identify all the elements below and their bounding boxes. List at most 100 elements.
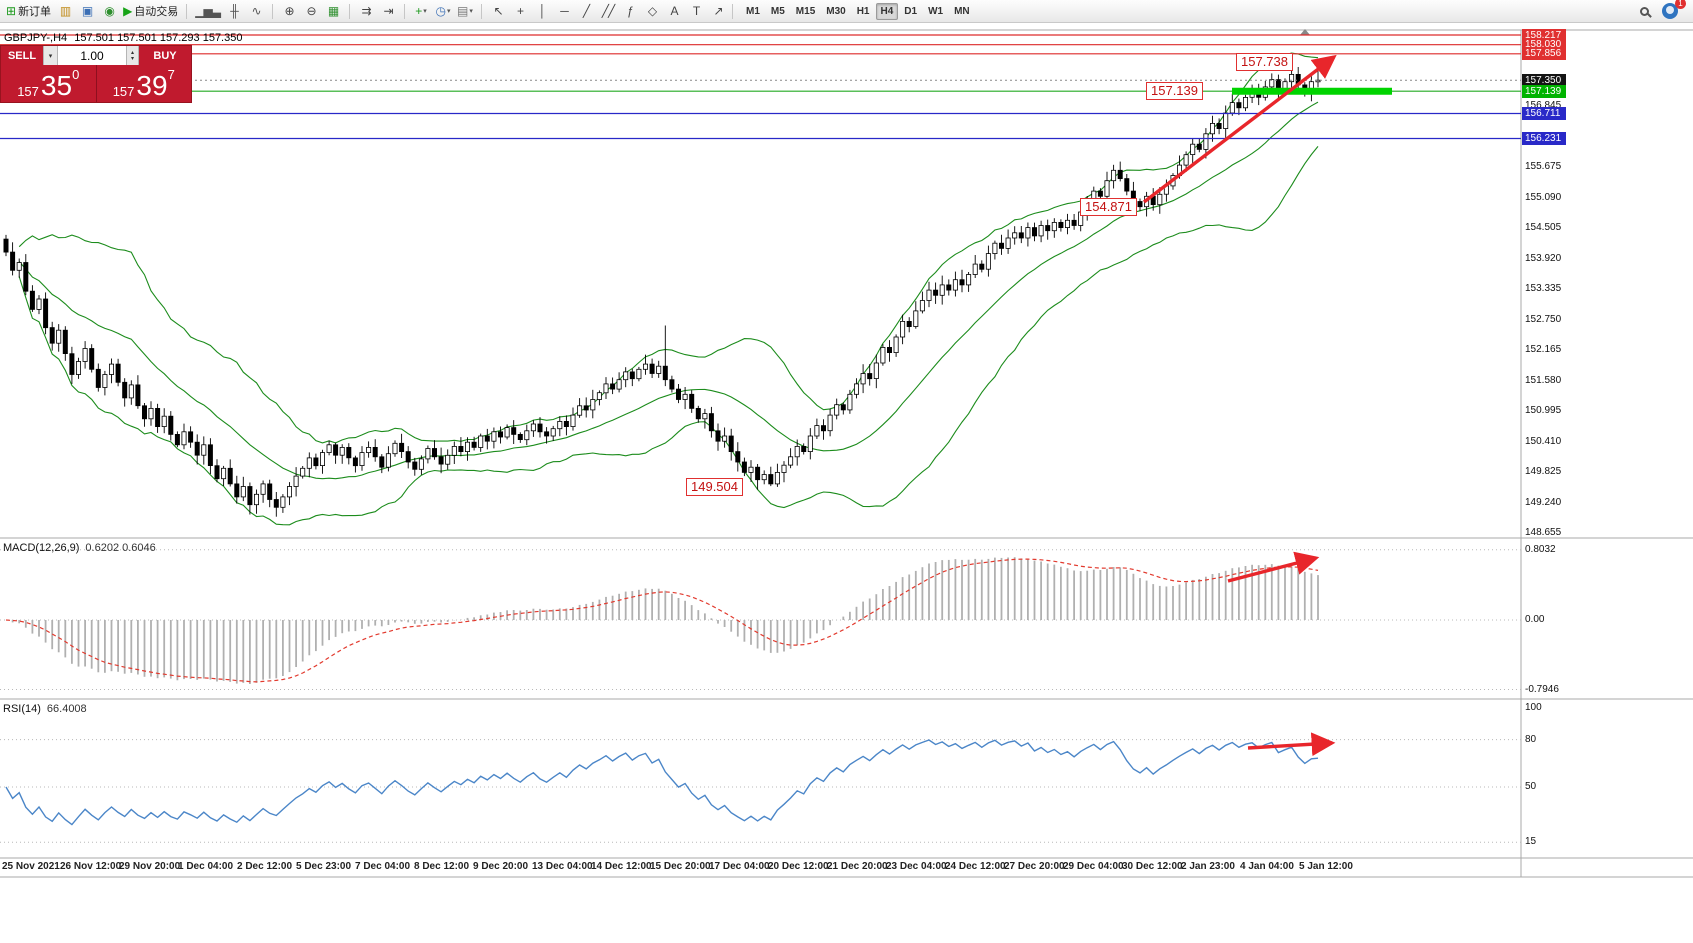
rsi-line	[5, 739, 1319, 826]
tile-windows-icon-glyph: ▦	[327, 4, 339, 18]
price-scale-label: 151.580	[1525, 374, 1562, 386]
date-axis-label: 7 Dec 04:00	[355, 861, 411, 872]
volume-input[interactable]: 1.00	[58, 46, 126, 65]
dropdown-caret-icon: ▾	[423, 8, 427, 15]
indicators-icon-glyph: +	[415, 4, 422, 18]
date-axis-label: 8 Dec 12:00	[414, 861, 470, 872]
auto-scroll-icon[interactable]: ⇉	[356, 2, 376, 21]
new-chart-icon[interactable]: ▥	[55, 2, 75, 21]
new-order-button[interactable]: ⊞ 新订单	[4, 2, 53, 21]
price-lines	[0, 34, 1521, 140]
price-annotation-157.139[interactable]: 157.139	[1146, 82, 1203, 100]
date-axis-label: 30 Dec 12:00	[1122, 861, 1183, 872]
price-scale-label: 152.165	[1525, 344, 1562, 356]
date-axis-label: 20 Dec 12:00	[768, 861, 829, 872]
timeframe-m15-button[interactable]: M15	[795, 5, 816, 17]
dropdown-caret-icon: ▾	[469, 8, 473, 15]
profiles-icon[interactable]: ▣	[77, 2, 97, 21]
price-badge-156.231: 156.231	[1522, 131, 1566, 145]
sell-button[interactable]: SELL	[1, 46, 43, 65]
auto-trading-glyph: ▶	[123, 4, 132, 18]
timeframe-m1-button[interactable]: M1	[745, 5, 760, 17]
trend-arrow-main[interactable]	[1142, 54, 1337, 204]
stepper-up-icon[interactable]: ▴	[130, 49, 134, 56]
toolbar-separator	[480, 3, 482, 19]
ask-price[interactable]: 157 39 7	[95, 65, 191, 102]
volume-stepper[interactable]: ▴ ▾	[126, 46, 139, 65]
fibonacci-icon[interactable]: ƒ	[620, 2, 640, 21]
trade-panel-controls-row: SELL ▾ 1.00 ▴ ▾ BUY	[1, 46, 191, 65]
rsi-panel	[0, 739, 1521, 843]
bid-price[interactable]: 157 35 0	[1, 65, 96, 102]
macd-histogram	[11, 557, 1319, 684]
label-icon-glyph: T	[692, 4, 700, 18]
price-scale-label: 153.335	[1525, 283, 1562, 295]
new-order-button-label: 新订单	[18, 6, 52, 18]
zoom-in-icon[interactable]: ⊕	[279, 2, 299, 21]
date-axis-label: 17 Dec 04:00	[709, 861, 770, 872]
price-annotation-149.504[interactable]: 149.504	[686, 478, 743, 496]
vertical-line-icon[interactable]: │	[532, 2, 552, 21]
tile-windows-icon[interactable]: ▦	[323, 2, 343, 21]
account-icon[interactable]: 1	[1662, 0, 1686, 20]
bar-chart-icon[interactable]: ▁▅▃	[193, 2, 222, 21]
timeframe-w1-button[interactable]: W1	[928, 5, 944, 17]
price-scale-label: 155.675	[1525, 161, 1562, 173]
price-annotation-154.871[interactable]: 154.871	[1080, 198, 1137, 216]
search-icon[interactable]	[1634, 2, 1654, 21]
shapes-icon[interactable]: ◇	[642, 2, 662, 21]
date-axis-label: 2 Jan 23:00	[1181, 861, 1235, 872]
price-annotation-157.738[interactable]: 157.738	[1236, 53, 1293, 71]
channel-icon[interactable]: ╱╱	[598, 2, 618, 21]
symbol-period-label: GBPJPY-,H4	[4, 32, 68, 44]
trendline-icon-glyph: ╱	[582, 4, 590, 18]
price-scale-label: 148.655	[1525, 527, 1562, 539]
chart-end-marker[interactable]	[1300, 29, 1310, 35]
line-chart-icon[interactable]: ∿	[246, 2, 266, 21]
label-icon[interactable]: T	[686, 2, 706, 21]
date-axis-label: 5 Jan 12:00	[1299, 861, 1353, 872]
arrow-tool-icon[interactable]: ↗	[708, 2, 728, 21]
zoom-out-icon[interactable]: ⊖	[301, 2, 321, 21]
auto-trading-button-label: 自动交易	[134, 6, 179, 18]
bid-price-point: 0	[72, 67, 80, 82]
timeframe-mn-button[interactable]: MN	[954, 5, 970, 17]
stepper-down-icon[interactable]: ▾	[130, 55, 134, 62]
market-watch-icon[interactable]: ◉	[99, 2, 119, 21]
periods-icon[interactable]: ◷ ▾	[433, 2, 453, 21]
ohlc-values: 157.501 157.501 157.293 157.350	[74, 32, 243, 44]
candles-layer	[3, 60, 1321, 517]
price-scale-label: 153.920	[1525, 252, 1562, 264]
trendline-icon[interactable]: ╱	[576, 2, 596, 21]
bar-chart-icon-glyph: ▁▅▃	[195, 4, 221, 18]
rsi-scale-label: 80	[1525, 733, 1537, 745]
candlestick-chart-icon[interactable]: ╫	[224, 2, 244, 21]
auto-trading-button[interactable]: ▶ 自动交易	[121, 2, 180, 21]
buy-button[interactable]: BUY	[139, 46, 191, 65]
crosshair-icon[interactable]: +	[510, 2, 530, 21]
toolbar-separator	[186, 3, 188, 19]
price-badge-157.350: 157.350	[1522, 73, 1566, 87]
templates-icon[interactable]: ▤ ▾	[455, 2, 475, 21]
timeframe-m30-button[interactable]: M30	[826, 5, 846, 17]
timeframe-h4-button[interactable]: H4	[875, 2, 899, 20]
text-icon[interactable]: A	[664, 2, 684, 21]
bollinger-bands	[18, 52, 1319, 526]
magnifier-glyph	[1639, 6, 1649, 16]
cursor-icon[interactable]: ↖	[488, 2, 508, 21]
timeframe-d1-button[interactable]: D1	[904, 5, 918, 17]
timeframe-m5-button[interactable]: M5	[770, 5, 785, 17]
rsi-name: RSI(14)	[3, 703, 41, 715]
macd-name: MACD(12,26,9)	[3, 542, 80, 554]
date-axis-label: 1 Dec 04:00	[178, 861, 234, 872]
date-axis-label: 23 Dec 04:00	[886, 861, 947, 872]
trend-arrow-macd[interactable]	[1227, 551, 1320, 583]
timeframe-h1-button[interactable]: H1	[856, 5, 870, 17]
indicators-icon[interactable]: + ▾	[411, 2, 431, 21]
trend-arrow-rsi[interactable]	[1247, 732, 1336, 757]
chart-shift-icon[interactable]: ⇥	[378, 2, 398, 21]
price-scale-label: 154.505	[1525, 222, 1562, 234]
horizontal-line-icon[interactable]: ─	[554, 2, 574, 21]
order-type-dropdown[interactable]: ▾	[43, 46, 58, 65]
